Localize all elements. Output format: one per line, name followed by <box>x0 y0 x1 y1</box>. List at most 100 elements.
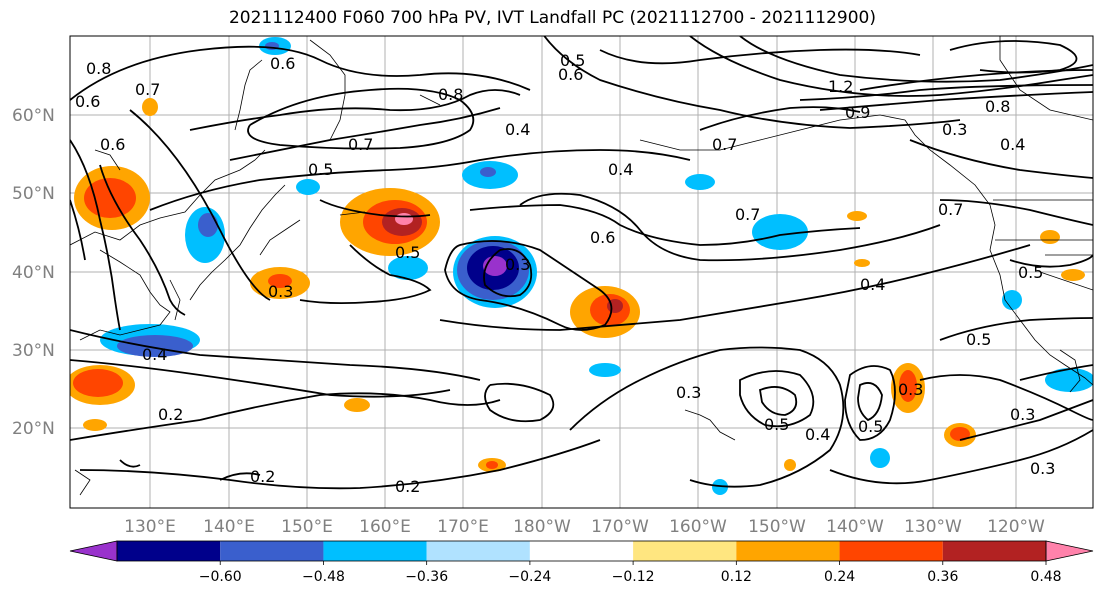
colorbar-tick-label: 0.24 <box>824 569 855 585</box>
contour-label: 1.2 <box>828 77 853 96</box>
pv-negative-blob <box>712 479 728 495</box>
pv-positive-blob <box>1040 230 1060 244</box>
lon-label: 130°W <box>904 517 962 537</box>
lon-label: 140°E <box>203 517 255 537</box>
pv-positive-blob <box>899 370 917 402</box>
contour-label: 0.9 <box>845 103 870 122</box>
contour-label: 0.3 <box>1030 459 1055 478</box>
pv-positive-blob <box>142 98 158 116</box>
pv-negative-blob <box>685 174 715 190</box>
pv-positive-blob <box>486 461 498 469</box>
pv-positive-blob <box>268 274 292 288</box>
lon-label: 140°W <box>826 517 884 537</box>
colorbar-tick-label: −0.36 <box>405 569 448 585</box>
colorbar-segment <box>426 541 530 561</box>
contour-label: 0.3 <box>505 255 530 274</box>
graticule <box>70 36 1093 508</box>
contour-label: 0.5 <box>966 330 991 349</box>
contour-label: 0.7 <box>938 200 963 219</box>
colorbar-segment <box>323 541 427 561</box>
contour-label-group: 0.8 0.6 0.7 0.6 0.6 0.5 0.7 0.5 0.4 0.8 … <box>75 51 1055 496</box>
lon-label: 170°E <box>437 517 489 537</box>
contour-label: 0.4 <box>142 345 167 364</box>
pv-negative-blob <box>870 448 890 468</box>
lat-label: 40°N <box>12 263 55 283</box>
contour-label: 0.2 <box>250 467 275 486</box>
pv-negative-blob <box>589 363 621 377</box>
colorbar-tick-label: −0.60 <box>199 569 242 585</box>
lon-label: 180°W <box>513 517 571 537</box>
pv-positive-blob <box>847 211 867 221</box>
contour-label: 0.6 <box>100 135 125 154</box>
contour-label: 0.5 <box>308 160 333 179</box>
contour-label: 0.6 <box>590 228 615 247</box>
contour-label: 0.4 <box>805 425 830 444</box>
colorbar-tick-label: −0.12 <box>612 569 655 585</box>
colorbar-segment <box>1045 540 1094 562</box>
contour-label: 0.5 <box>764 415 789 434</box>
colorbar-segment <box>633 541 737 561</box>
latitude-labels: 60°N 50°N 40°N 30°N 20°N <box>12 106 55 439</box>
contour-label: 0.3 <box>268 282 293 301</box>
colorbar-segment <box>736 541 840 561</box>
contour-label: 0.7 <box>348 135 373 154</box>
colorbar-tick-label: −0.24 <box>508 569 551 585</box>
contour-label: 0.4 <box>1000 135 1025 154</box>
lon-label: 130°E <box>124 517 176 537</box>
contour-label: 0.7 <box>735 205 760 224</box>
pv-contours <box>70 36 1093 490</box>
pv-negative-blob <box>296 179 320 195</box>
contour-label: 0.6 <box>558 65 583 84</box>
contour-label: 0.4 <box>608 160 633 179</box>
lon-label: 150°W <box>748 517 806 537</box>
colorbar-tick-label: −0.48 <box>302 569 345 585</box>
pv-negative-blob <box>752 214 808 250</box>
colorbar-segment <box>69 540 118 562</box>
pv-positive-blob <box>83 419 107 431</box>
contour-label: 0.2 <box>395 477 420 496</box>
lon-label: 160°E <box>359 517 411 537</box>
pv-positive-blob <box>854 259 870 267</box>
pv-positive-blob <box>1061 269 1085 281</box>
contour-label: 0.5 <box>395 243 420 262</box>
colorbar-segment <box>839 541 943 561</box>
contour-label: 0.4 <box>505 120 530 139</box>
contour-label: 0.3 <box>942 120 967 139</box>
contour-label: 0.7 <box>135 80 160 99</box>
lon-label: 120°W <box>987 517 1045 537</box>
map-frame <box>69 35 1094 509</box>
pv-positive-blob <box>84 178 136 218</box>
pv-positive-blob <box>784 459 796 471</box>
contour-label: 0.7 <box>712 135 737 154</box>
colorbar-tick-label: 0.12 <box>721 569 752 585</box>
map-title: 2021112400 F060 700 hPa PV, IVT Landfall… <box>228 8 876 28</box>
contour-label: 0.8 <box>438 85 463 104</box>
colorbar-segment <box>529 541 634 561</box>
contour-label: 0.3 <box>898 380 923 399</box>
contour-label: 0.5 <box>858 417 883 436</box>
lon-label: 170°W <box>591 517 649 537</box>
colorbar: −0.60 −0.48 −0.36 −0.24 −0.12 0.12 0.24 0.36 0.4… <box>69 540 1094 585</box>
contour-label: 0.5 <box>560 51 585 70</box>
lon-label: 150°E <box>281 517 333 537</box>
colorbar-segment <box>942 541 1046 561</box>
lon-label: 160°W <box>669 517 727 537</box>
pv-positive-blob <box>73 369 123 397</box>
contour-label: 0.3 <box>1010 405 1035 424</box>
contour-label: 0.8 <box>86 59 111 78</box>
contour-label: 0.2 <box>158 405 183 424</box>
contour-label: 0.3 <box>676 383 701 402</box>
lat-label: 60°N <box>12 106 55 126</box>
pv-positive-blob <box>950 427 970 441</box>
colorbar-segment <box>117 541 221 561</box>
pv-negative-blob <box>198 213 218 237</box>
contour-label: 0.6 <box>75 92 100 111</box>
lat-label: 30°N <box>12 341 55 361</box>
colorbar-segment <box>220 541 324 561</box>
pv-negative-blob <box>1002 290 1022 310</box>
contour-label: 0.6 <box>270 54 295 73</box>
colorbar-border <box>116 540 1047 562</box>
contour-label: 0.4 <box>860 275 885 294</box>
pv-negative-blob <box>1045 368 1093 392</box>
